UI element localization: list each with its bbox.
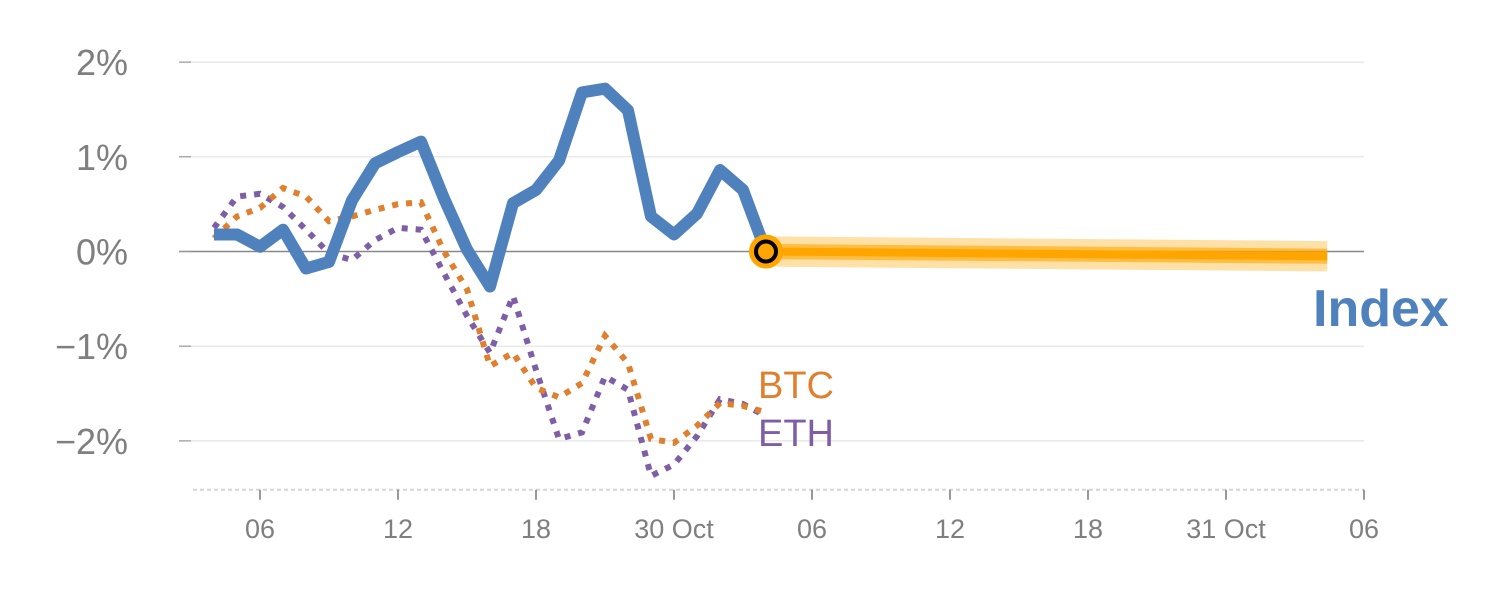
x-axis: 06 12 18 30 Oct 06 12 18 31 Oct 06 <box>193 488 1379 544</box>
forecast-band <box>765 236 1328 272</box>
x-tick-label: 12 <box>935 514 965 544</box>
series <box>211 82 772 481</box>
y-tick-label: 2% <box>76 42 128 83</box>
x-tick-label: 31 Oct <box>1186 514 1266 544</box>
x-tick-label: 06 <box>245 514 275 544</box>
x-tick-label: 06 <box>797 514 827 544</box>
y-tick-label: 1% <box>76 137 128 178</box>
x-tick-label: 18 <box>521 514 551 544</box>
y-tick-label: −2% <box>55 421 128 462</box>
current-point <box>749 234 783 269</box>
y-tick-label: −1% <box>55 326 128 367</box>
forecast-line <box>765 247 1328 261</box>
current-point-marker <box>754 239 778 264</box>
btc-series-label: BTC <box>758 365 834 407</box>
btc-series-line <box>211 184 767 446</box>
index-series-line <box>214 82 772 293</box>
x-tick-label: 06 <box>1349 514 1379 544</box>
eth-series-label: ETH <box>758 413 834 455</box>
index-series-label: Index <box>1313 280 1449 338</box>
eth-series-line <box>211 190 768 481</box>
x-tick-label: 12 <box>383 514 413 544</box>
y-axis: 2% 1% 0% −1% −2% <box>55 42 191 462</box>
x-tick-label: 30 Oct <box>634 514 714 544</box>
y-tick-label: 0% <box>76 232 128 273</box>
x-tick-label: 18 <box>1073 514 1103 544</box>
